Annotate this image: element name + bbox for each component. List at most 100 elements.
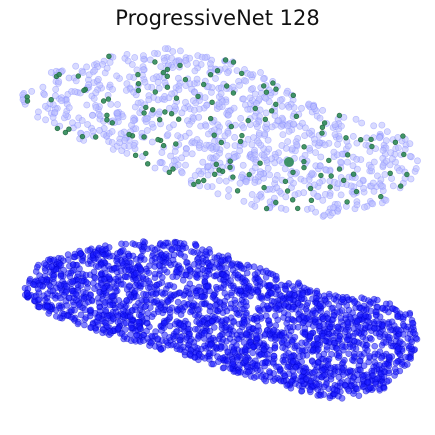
sampled-cloud-point — [92, 67, 98, 73]
sampled-point — [57, 72, 62, 77]
sampled-point — [239, 71, 244, 76]
sampled-cloud-point — [170, 122, 176, 128]
full-cloud-point — [321, 392, 327, 398]
sampled-cloud-point — [149, 111, 155, 117]
full-cloud-point — [187, 309, 193, 315]
sampled-cloud-point — [196, 114, 202, 120]
sampled-cloud-point — [95, 76, 101, 82]
full-cloud-point — [66, 295, 72, 301]
full-cloud-point — [230, 349, 236, 355]
full-cloud-point — [408, 356, 414, 362]
sampled-cloud-point — [354, 166, 360, 172]
sampled-point — [378, 194, 383, 199]
sampled-cloud-point — [263, 95, 269, 101]
full-cloud-point — [127, 314, 133, 320]
sampled-point — [212, 172, 217, 177]
sampled-point — [136, 88, 141, 93]
sampled-point — [231, 60, 236, 65]
sampled-point — [215, 68, 220, 73]
sampled-cloud-point — [265, 165, 271, 171]
sampled-point — [133, 153, 138, 158]
sampled-point — [161, 70, 166, 75]
full-cloud-point — [58, 273, 64, 279]
full-cloud-point — [254, 363, 260, 369]
sampled-point — [143, 105, 148, 110]
sampled-cloud-point — [109, 128, 115, 134]
full-cloud-point — [138, 313, 144, 319]
full-cloud-point — [130, 241, 136, 247]
full-cloud-point — [269, 298, 275, 304]
full-cloud-point — [303, 376, 309, 382]
full-cloud-point — [335, 324, 341, 330]
sampled-cloud-point — [143, 116, 149, 122]
sampled-cloud-point — [132, 54, 138, 60]
sampled-cloud-point — [120, 114, 126, 120]
full-cloud-point — [281, 330, 287, 336]
sampled-cloud-point — [101, 131, 107, 137]
sampled-point — [308, 186, 313, 191]
sampled-cloud-point — [183, 151, 189, 157]
full-cloud-point — [351, 338, 357, 344]
sampled-cloud-point — [125, 58, 131, 64]
full-cloud-point — [27, 276, 33, 282]
sampled-cloud-point — [175, 133, 181, 139]
full-cloud-point — [114, 258, 120, 264]
full-cloud-point — [243, 285, 249, 291]
full-cloud-point — [354, 318, 360, 324]
full-cloud-point — [139, 253, 145, 259]
full-cloud-point — [305, 300, 311, 306]
sampled-cloud-point — [126, 143, 132, 149]
full-cloud-point — [287, 297, 293, 303]
sampled-cloud-point — [193, 60, 199, 66]
sampled-cloud-point — [66, 75, 72, 81]
full-cloud-point — [51, 273, 57, 279]
full-cloud-point — [199, 301, 205, 307]
full-cloud-point — [223, 324, 229, 330]
sampled-point — [157, 117, 162, 122]
sampled-cloud-point — [367, 148, 373, 154]
full-cloud-point — [342, 382, 348, 388]
full-cloud-point — [324, 344, 330, 350]
full-cloud-point — [363, 337, 369, 343]
full-cloud-point — [312, 316, 318, 322]
sampled-cloud-point — [252, 203, 258, 209]
sampled-cloud-point — [208, 145, 214, 151]
sampled-point — [127, 132, 132, 137]
full-cloud-point — [203, 249, 209, 255]
full-cloud-point — [336, 353, 342, 359]
full-cloud-point — [120, 281, 126, 287]
sampled-cloud-point — [407, 153, 413, 159]
sampled-point — [345, 152, 350, 157]
full-cloud-point — [140, 338, 146, 344]
sampled-cloud-point — [231, 105, 237, 111]
sampled-cloud-point — [80, 69, 86, 75]
sampled-point — [67, 127, 72, 132]
full-cloud-point — [235, 370, 241, 376]
sampled-cloud-point — [402, 146, 408, 152]
full-cloud-point — [361, 351, 367, 357]
full-cloud-point — [214, 272, 220, 278]
full-cloud-point — [307, 333, 313, 339]
full-cloud-point — [64, 284, 70, 290]
full-cloud-point — [225, 349, 231, 355]
full-cloud-point — [92, 275, 98, 281]
sampled-cloud-point — [272, 160, 278, 166]
sampled-point — [351, 172, 356, 177]
sampled-cloud-point — [252, 113, 258, 119]
full-cloud-point — [265, 360, 271, 366]
full-cloud-point — [290, 317, 296, 323]
sampled-cloud-point — [380, 147, 386, 153]
full-cloud-point — [367, 384, 373, 390]
full-cloud-point — [326, 291, 332, 297]
full-cloud-point — [346, 388, 352, 394]
sampled-cloud-point — [382, 171, 388, 177]
sampled-cloud-point — [140, 53, 146, 59]
full-cloud-point — [290, 304, 296, 310]
full-cloud-point — [273, 284, 279, 290]
sampled-point — [328, 185, 333, 190]
full-cloud-point — [70, 262, 76, 268]
full-cloud-point — [357, 358, 363, 364]
sampled-cloud-point — [72, 89, 78, 95]
full-cloud-point — [324, 334, 330, 340]
sampled-point — [224, 84, 229, 89]
